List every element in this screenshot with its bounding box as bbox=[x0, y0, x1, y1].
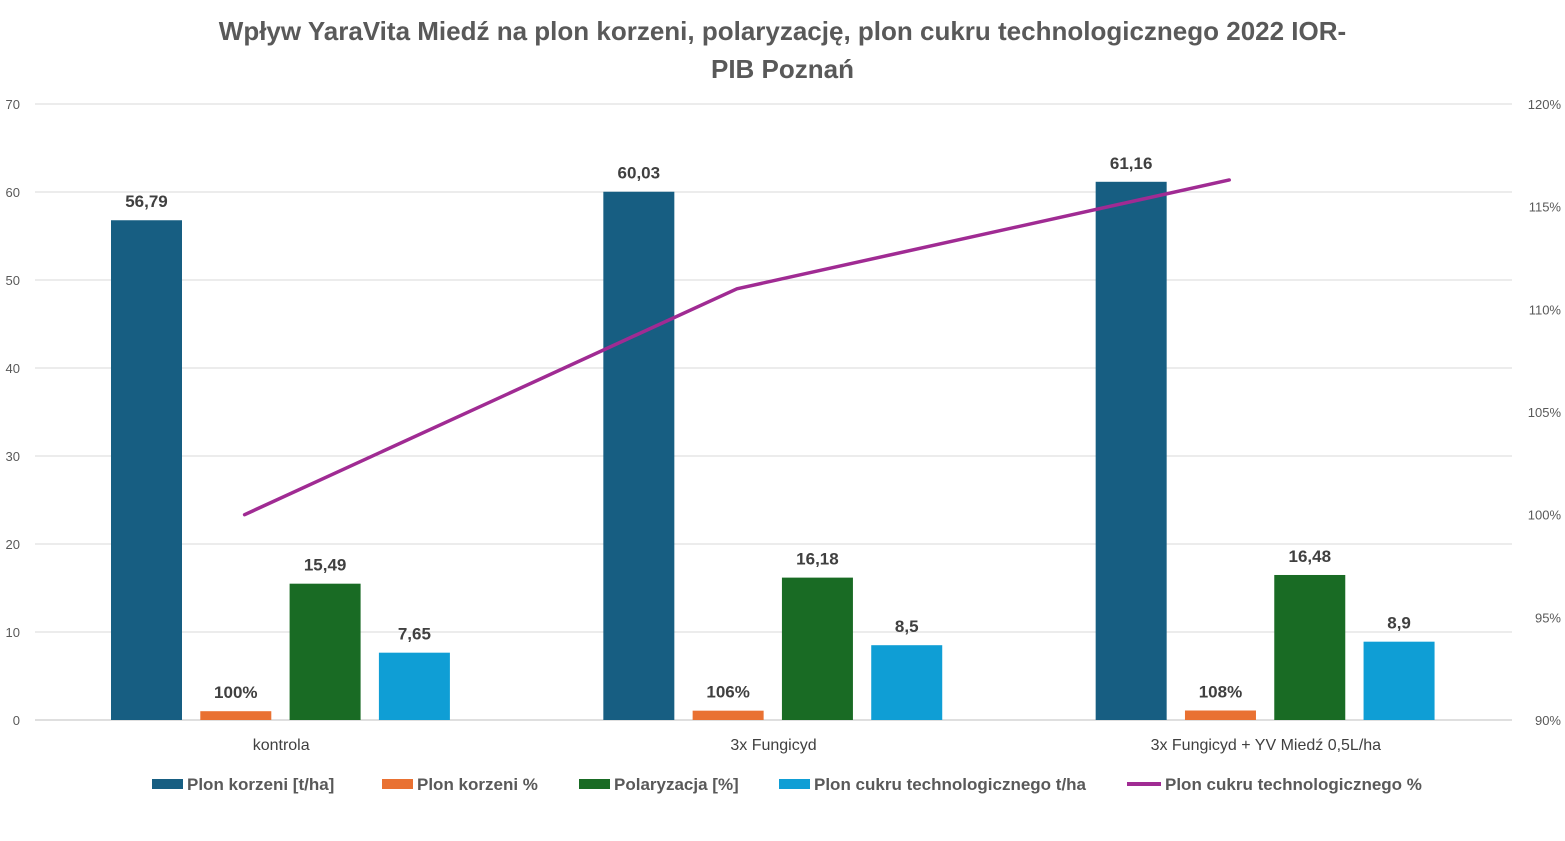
data-label: 16,48 bbox=[1288, 547, 1331, 566]
data-label: 60,03 bbox=[618, 164, 661, 183]
y-tick-label-right: 120% bbox=[1528, 97, 1562, 112]
y-tick-label-right: 95% bbox=[1535, 610, 1561, 625]
legend-label: Plon korzeni [t/ha] bbox=[187, 775, 334, 794]
bar bbox=[200, 711, 272, 720]
data-label: 108% bbox=[1199, 682, 1242, 701]
y-tick-label-left: 50 bbox=[6, 273, 20, 288]
legend-swatch bbox=[152, 779, 183, 789]
legend-label: Plon korzeni % bbox=[417, 775, 538, 794]
bar bbox=[111, 220, 182, 721]
bar bbox=[781, 577, 853, 720]
bar bbox=[1095, 181, 1167, 721]
y-tick-label-left: 60 bbox=[6, 185, 20, 200]
y-tick-label-left: 0 bbox=[13, 713, 20, 728]
chart-title-line-2: PIB Poznań bbox=[710, 54, 854, 84]
legend: Plon korzeni [t/ha] Plon korzeni % Polaryz… bbox=[152, 775, 1422, 794]
y-axis-right: 90% 95% 100% 105% 110% 115% 120% bbox=[1528, 97, 1562, 728]
data-labels: 56,79 100% 15,49 7,65 60,03 106% 16,18 8,5 61,16… bbox=[125, 154, 1411, 702]
y-axis-left: 0 10 20 30 40 50 60 70 bbox=[6, 97, 20, 728]
y-tick-label-right: 105% bbox=[1528, 405, 1562, 420]
x-tick-label: kontrola bbox=[253, 737, 310, 754]
y-tick-label-right: 110% bbox=[1529, 302, 1562, 317]
y-tick-label-left: 10 bbox=[6, 625, 20, 640]
y-tick-label-left: 30 bbox=[6, 449, 20, 464]
data-label: 16,18 bbox=[796, 550, 839, 569]
chart-title-line-1: Wpływ YaraVita Miedź na plon korzeni, po… bbox=[218, 16, 1347, 46]
data-label: 61,16 bbox=[1110, 154, 1153, 173]
line-series bbox=[242, 178, 1232, 517]
data-label: 8,5 bbox=[895, 617, 919, 636]
legend-swatch bbox=[382, 779, 413, 789]
legend-label: Plon cukru technologicznego t/ha bbox=[814, 775, 1087, 794]
x-tick-label: 3x Fungicyd bbox=[730, 737, 816, 754]
y-tick-label-left: 40 bbox=[6, 361, 20, 376]
bar bbox=[289, 583, 361, 720]
chart-title: Wpływ YaraVita Miedź na plon korzeni, po… bbox=[0, 12, 1565, 88]
legend-swatch bbox=[779, 779, 810, 789]
data-label: 7,65 bbox=[398, 625, 431, 644]
series-line bbox=[242, 178, 1232, 517]
bars bbox=[111, 181, 1435, 721]
bar bbox=[692, 710, 764, 720]
bar bbox=[1363, 641, 1435, 720]
y-tick-label-right: 100% bbox=[1528, 508, 1562, 523]
data-label: 56,79 bbox=[125, 192, 168, 211]
y-tick-label-right: 115% bbox=[1529, 200, 1562, 215]
x-tick-label: 3x Fungicyd + YV Miedź 0,5L/ha bbox=[1151, 737, 1382, 754]
data-label: 8,9 bbox=[1387, 614, 1411, 633]
bar bbox=[1184, 710, 1256, 720]
bar bbox=[378, 652, 450, 720]
y-tick-label-left: 70 bbox=[6, 97, 20, 112]
bar bbox=[603, 191, 675, 721]
y-tick-label-left: 20 bbox=[6, 537, 20, 552]
data-label: 15,49 bbox=[304, 556, 347, 575]
data-label: 100% bbox=[214, 683, 257, 702]
data-label: 106% bbox=[706, 683, 749, 702]
bar bbox=[1274, 574, 1346, 720]
legend-swatch bbox=[579, 779, 610, 789]
bar bbox=[871, 645, 943, 720]
legend-label: Polaryzacja [%] bbox=[614, 775, 739, 794]
gridlines bbox=[35, 103, 1512, 721]
y-tick-label-right: 90% bbox=[1535, 713, 1561, 728]
x-axis-categories: kontrola 3x Fungicyd 3x Fungicyd + YV Mied… bbox=[253, 737, 1381, 754]
legend-label: Plon cukru technologicznego % bbox=[1165, 775, 1422, 794]
